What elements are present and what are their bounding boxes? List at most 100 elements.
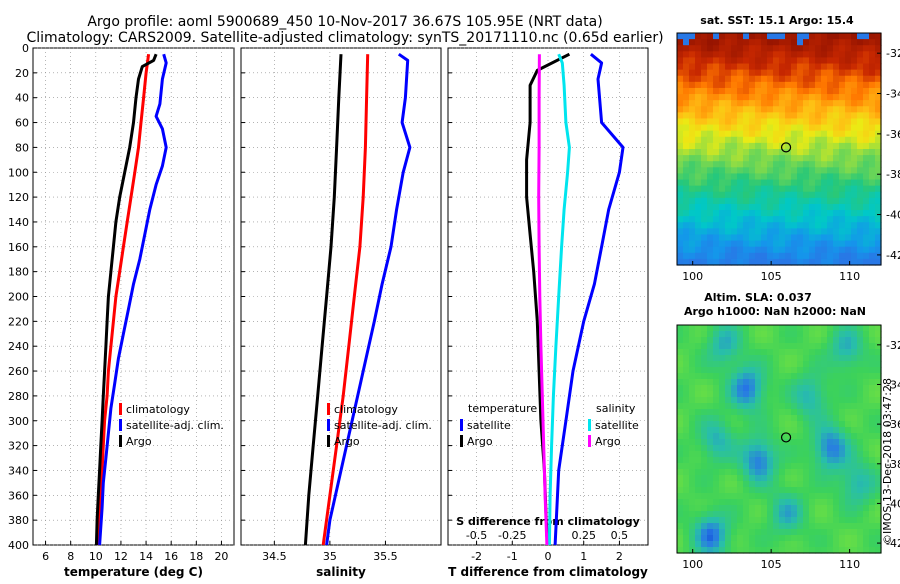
map-cell bbox=[803, 421, 810, 428]
map-cell bbox=[857, 385, 864, 392]
legend-swatch bbox=[327, 419, 330, 431]
map-cell bbox=[707, 499, 714, 506]
map-cell bbox=[677, 517, 684, 524]
map-cell bbox=[857, 355, 864, 362]
map-cell bbox=[779, 240, 786, 248]
map-cell bbox=[827, 505, 834, 512]
map-cell bbox=[869, 191, 876, 199]
map-cell bbox=[737, 343, 744, 350]
map-cell bbox=[713, 415, 720, 422]
map-cell bbox=[737, 203, 744, 211]
map-cell bbox=[767, 349, 774, 356]
map-cell bbox=[701, 511, 708, 518]
map-cell bbox=[743, 234, 750, 242]
map-cell bbox=[683, 325, 690, 332]
map-cell bbox=[773, 505, 780, 512]
map-cell bbox=[761, 185, 768, 193]
map-cell bbox=[755, 379, 762, 386]
map-cell bbox=[743, 222, 750, 229]
secondary-x-tick-label: -0.5 bbox=[466, 529, 487, 542]
map-cell bbox=[815, 167, 822, 175]
map-cell bbox=[827, 535, 834, 542]
map-cell bbox=[875, 403, 882, 410]
map-cell bbox=[803, 379, 810, 386]
map-cell bbox=[833, 463, 840, 470]
map-cell bbox=[755, 385, 762, 392]
map-cell bbox=[719, 445, 726, 452]
map-cell bbox=[803, 246, 810, 254]
map-cell bbox=[821, 535, 828, 542]
map-cell bbox=[875, 487, 882, 494]
map-cell bbox=[827, 197, 834, 205]
secondary-x-tick-label: 0.5 bbox=[611, 529, 629, 542]
map-cell bbox=[695, 415, 702, 422]
map-cell bbox=[815, 409, 822, 416]
temperature-panel: 0204060801001201401601802002202402602803… bbox=[8, 42, 235, 579]
map-cell bbox=[839, 397, 846, 404]
map-cell bbox=[797, 222, 804, 229]
map-cell bbox=[713, 427, 720, 434]
map-cell bbox=[857, 124, 864, 132]
map-cell bbox=[719, 325, 726, 332]
map-cell bbox=[779, 361, 786, 368]
map-cell bbox=[773, 142, 780, 150]
map-cell bbox=[683, 511, 690, 518]
map-cell bbox=[743, 457, 750, 464]
map-cell bbox=[755, 81, 762, 89]
map-cell bbox=[677, 475, 684, 482]
map-cell bbox=[827, 216, 834, 223]
map-cell bbox=[767, 45, 774, 52]
map-cell bbox=[827, 421, 834, 428]
map-cell bbox=[755, 39, 762, 46]
map-cell bbox=[809, 397, 816, 404]
map-cell bbox=[695, 33, 702, 40]
map-cell bbox=[803, 222, 810, 229]
map-cell bbox=[839, 87, 846, 95]
map-cell bbox=[719, 457, 726, 464]
map-cell bbox=[737, 33, 744, 40]
map-cell bbox=[767, 535, 774, 542]
map-cell bbox=[743, 185, 750, 193]
map-cell bbox=[743, 203, 750, 211]
map-cell bbox=[761, 337, 768, 344]
map-cell bbox=[857, 499, 864, 506]
map-cell bbox=[707, 517, 714, 524]
map-cell bbox=[737, 87, 744, 95]
map-cell bbox=[869, 246, 876, 254]
map-cell bbox=[749, 367, 756, 374]
map-cell bbox=[821, 136, 828, 144]
map-cell bbox=[851, 481, 858, 488]
map-cell bbox=[815, 487, 822, 494]
map-cell bbox=[731, 112, 738, 120]
map-cell bbox=[875, 185, 882, 193]
map-cell bbox=[707, 51, 714, 59]
map-cell bbox=[857, 517, 864, 524]
map-cell bbox=[719, 517, 726, 524]
map-cell bbox=[809, 433, 816, 440]
map-cell bbox=[797, 343, 804, 350]
map-cell bbox=[737, 69, 744, 77]
map-cell bbox=[707, 367, 714, 374]
map-cell bbox=[857, 541, 864, 548]
map-cell bbox=[833, 451, 840, 458]
map-cell bbox=[797, 517, 804, 524]
map-cell bbox=[695, 457, 702, 464]
map-cell bbox=[689, 481, 696, 488]
map-cell bbox=[677, 57, 684, 65]
map-cell bbox=[743, 130, 750, 138]
map-cell bbox=[731, 457, 738, 464]
map-cell bbox=[719, 112, 726, 120]
map-cell bbox=[821, 222, 828, 229]
map-cell bbox=[761, 409, 768, 416]
map-cell bbox=[719, 361, 726, 368]
map-cell bbox=[851, 379, 858, 386]
map-cell bbox=[707, 331, 714, 338]
map-cell bbox=[839, 421, 846, 428]
map-cell bbox=[869, 427, 876, 434]
map-cell bbox=[803, 511, 810, 518]
map-cell bbox=[701, 403, 708, 410]
map-cell bbox=[689, 463, 696, 470]
map-cell bbox=[779, 155, 786, 162]
map-cell bbox=[875, 252, 882, 260]
map-cell bbox=[713, 391, 720, 398]
